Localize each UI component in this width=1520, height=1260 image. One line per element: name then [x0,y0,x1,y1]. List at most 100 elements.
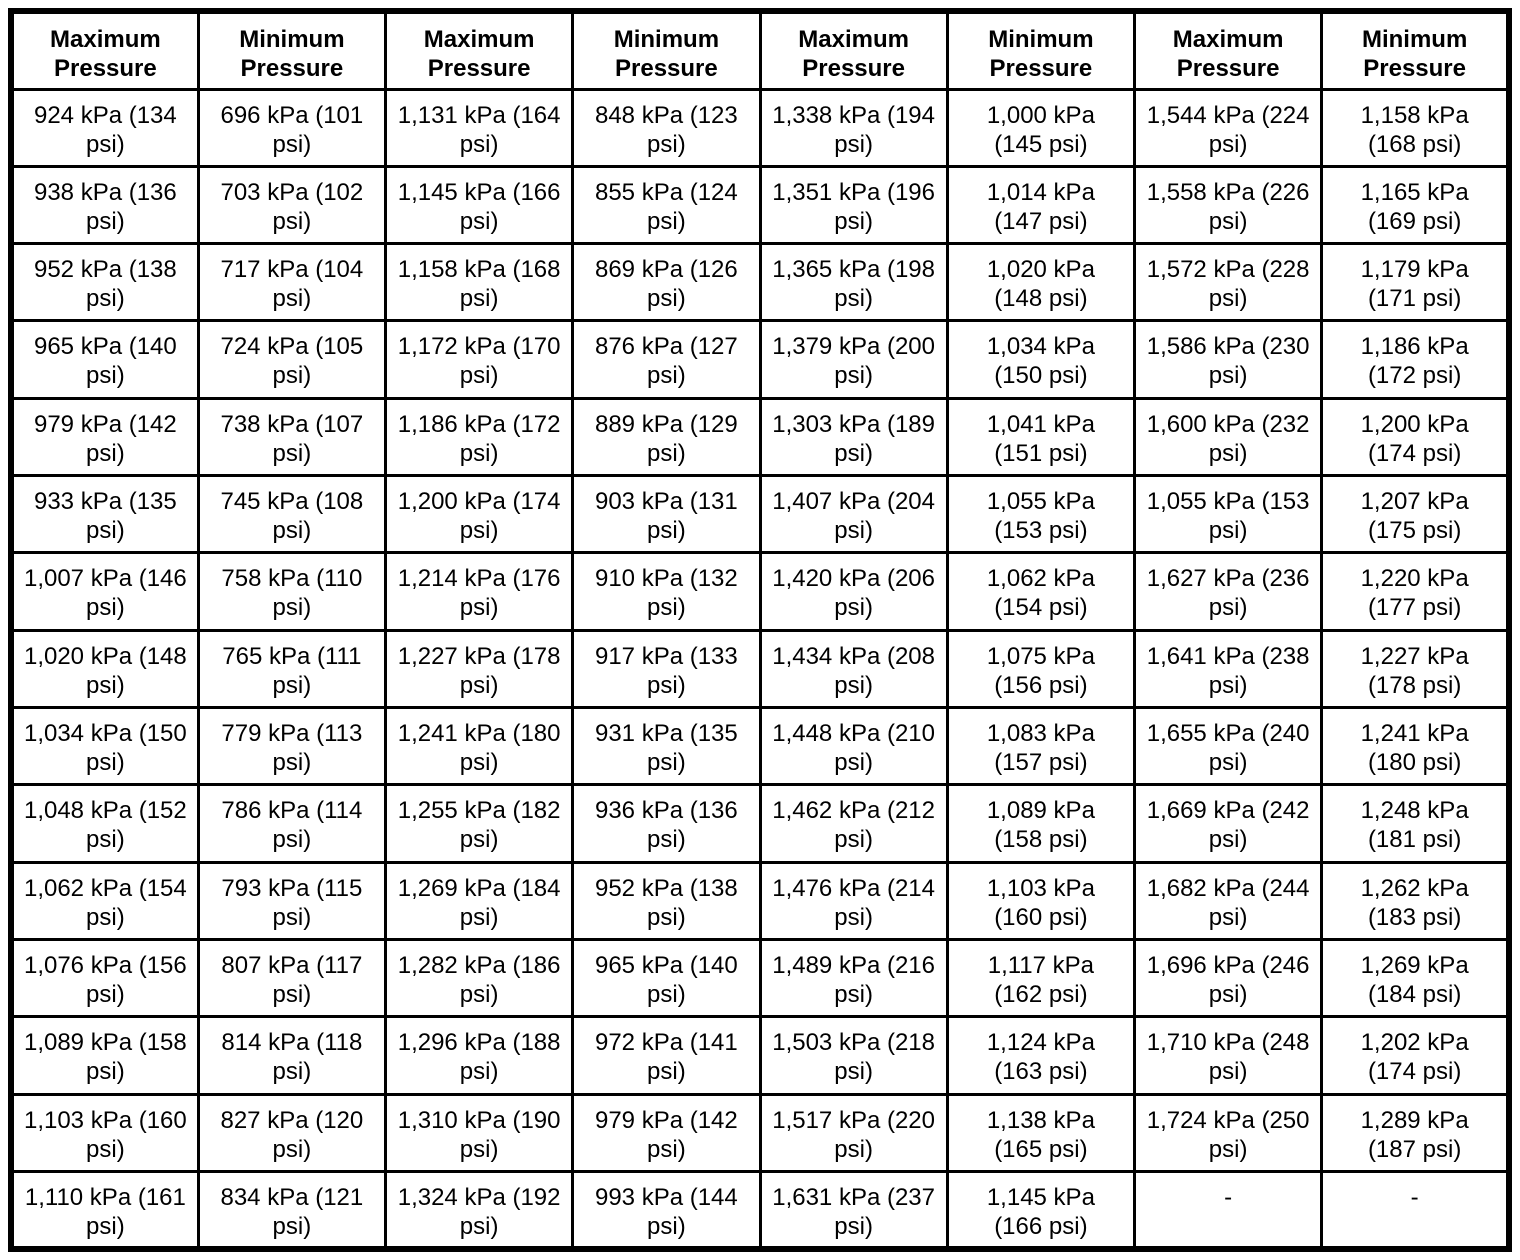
table-cell: 1,076 kPa (156 psi) [9,938,200,1019]
table-cell: 1,103 kPa (160 psi) [9,1092,200,1174]
table-cell: 834 kPa (121 psi) [196,1170,388,1251]
table-cell: 933 kPa (135 psi) [9,474,200,555]
table-row: 952 kPa (138 psi) 717 kPa (104 psi) 1,158 … [9,242,1511,323]
table-cell: 1,434 kPa (208 psi) [758,628,949,710]
table-cell: 848 kPa (123 psi) [571,87,762,168]
table-cell: 724 kPa (105 psi) [196,319,388,400]
table-cell: 938 kPa (136 psi) [9,164,200,246]
table-cell: 1,055 kPa (153 psi) [945,474,1137,555]
table-cell: 1,131 kPa (164 psi) [383,87,575,168]
table-cell: 1,544 kPa (224 psi) [1132,87,1324,168]
table-cell: 924 kPa (134 psi) [9,87,200,168]
table-cell: 936 kPa (136 psi) [571,783,762,864]
table-cell: 1,227 kPa (178 psi) [383,628,575,710]
table-row: 1,048 kPa (152 psi) 786 kPa (114 psi) 1,25… [9,783,1511,864]
table-cell: 993 kPa (144 psi) [571,1170,762,1251]
table-cell: 765 kPa (111 psi) [196,628,388,710]
table-cell: 1,062 kPa (154 psi) [945,551,1137,632]
table-cell: 1,207 kPa (175 psi) [1320,474,1511,555]
table-cell: 1,020 kPa (148 psi) [945,242,1137,323]
table-cell: 1,089 kPa (158 psi) [945,783,1137,864]
table-cell: 1,379 kPa (200 psi) [758,319,949,400]
table-cell: 1,241 kPa (180 psi) [1320,706,1511,787]
table-cell: 1,220 kPa (177 psi) [1320,551,1511,632]
table-cell: 1,241 kPa (180 psi) [383,706,575,787]
table-cell: 1,262 kPa (183 psi) [1320,860,1511,942]
pressure-table: Maximum Pressure Minimum Pressure Maximum … [8,8,1512,1252]
table-cell: 1,627 kPa (236 psi) [1132,551,1324,632]
table-cell: 1,462 kPa (212 psi) [758,783,949,864]
table-cell: 1,110 kPa (161 psi) [9,1170,200,1251]
table-cell: 1,158 kPa (168 psi) [1320,87,1511,168]
table-cell: 1,282 kPa (186 psi) [383,938,575,1019]
table-cell: 1,303 kPa (189 psi) [758,396,949,478]
table-cell: 1,075 kPa (156 psi) [945,628,1137,710]
table-cell: 1,269 kPa (184 psi) [1320,938,1511,1019]
table-cell: 1,158 kPa (168 psi) [383,242,575,323]
table-cell: 1,351 kPa (196 psi) [758,164,949,246]
column-header: Maximum Pressure [758,9,949,91]
table-cell: 965 kPa (140 psi) [571,938,762,1019]
table-cell: 1,724 kPa (250 psi) [1132,1092,1324,1174]
table-cell: 1,000 kPa (145 psi) [945,87,1137,168]
table-cell: 1,034 kPa (150 psi) [9,706,200,787]
table-row: 924 kPa (134 psi) 696 kPa (101 psi) 1,131 … [9,87,1511,168]
table-cell: 1,186 kPa (172 psi) [1320,319,1511,400]
table-cell: 703 kPa (102 psi) [196,164,388,246]
table-cell: 1,214 kPa (176 psi) [383,551,575,632]
table-cell: 745 kPa (108 psi) [196,474,388,555]
table-row: 1,103 kPa (160 psi) 827 kPa (120 psi) 1,31… [9,1092,1511,1174]
table-cell: 1,641 kPa (238 psi) [1132,628,1324,710]
table-cell: 1,324 kPa (192 psi) [383,1170,575,1251]
table-cell: 1,600 kPa (232 psi) [1132,396,1324,478]
table-cell: 972 kPa (141 psi) [571,1015,762,1096]
table-row: 1,110 kPa (161 psi) 834 kPa (121 psi) 1,32… [9,1170,1511,1251]
table-cell: 1,083 kPa (157 psi) [945,706,1137,787]
table-cell: 1,200 kPa (174 psi) [1320,396,1511,478]
table-cell: 855 kPa (124 psi) [571,164,762,246]
table-cell: 814 kPa (118 psi) [196,1015,388,1096]
table-cell: 931 kPa (135 psi) [571,706,762,787]
column-header: Minimum Pressure [945,9,1137,91]
column-header: Maximum Pressure [9,9,200,91]
table-cell: 952 kPa (138 psi) [571,860,762,942]
table-cell: 903 kPa (131 psi) [571,474,762,555]
table-cell: 1,186 kPa (172 psi) [383,396,575,478]
table-cell: 1,138 kPa (165 psi) [945,1092,1137,1174]
table-cell: 1,310 kPa (190 psi) [383,1092,575,1174]
table-cell: 738 kPa (107 psi) [196,396,388,478]
table-cell: 1,489 kPa (216 psi) [758,938,949,1019]
table-cell: 1,117 kPa (162 psi) [945,938,1137,1019]
table-cell: 1,103 kPa (160 psi) [945,860,1137,942]
table-cell: 1,289 kPa (187 psi) [1320,1092,1511,1174]
table-cell: 807 kPa (117 psi) [196,938,388,1019]
table-cell: 1,696 kPa (246 psi) [1132,938,1324,1019]
table-cell: 979 kPa (142 psi) [571,1092,762,1174]
table-cell: 1,165 kPa (169 psi) [1320,164,1511,246]
table-cell: 1,420 kPa (206 psi) [758,551,949,632]
table-cell: 779 kPa (113 psi) [196,706,388,787]
table-cell: 827 kPa (120 psi) [196,1092,388,1174]
pressure-table-header: Maximum Pressure Minimum Pressure Maximum … [9,9,1511,91]
table-cell: 1,517 kPa (220 psi) [758,1092,949,1174]
table-cell: - [1132,1170,1324,1251]
table-cell: 1,007 kPa (146 psi) [9,551,200,632]
table-row: 1,034 kPa (150 psi) 779 kPa (113 psi) 1,24… [9,706,1511,787]
column-header: Minimum Pressure [571,9,762,91]
table-cell: 1,014 kPa (147 psi) [945,164,1137,246]
table-cell: 1,503 kPa (218 psi) [758,1015,949,1096]
column-header: Minimum Pressure [196,9,388,91]
table-cell: 1,296 kPa (188 psi) [383,1015,575,1096]
table-cell: 1,089 kPa (158 psi) [9,1015,200,1096]
table-cell: 910 kPa (132 psi) [571,551,762,632]
table-cell: 889 kPa (129 psi) [571,396,762,478]
table-cell: 1,338 kPa (194 psi) [758,87,949,168]
header-row: Maximum Pressure Minimum Pressure Maximum … [9,9,1511,91]
table-cell: 717 kPa (104 psi) [196,242,388,323]
table-cell: 1,055 kPa (153 psi) [1132,474,1324,555]
pressure-table-body: 924 kPa (134 psi) 696 kPa (101 psi) 1,131 … [9,87,1511,1251]
table-cell: 1,145 kPa (166 psi) [945,1170,1137,1251]
table-cell: 1,682 kPa (244 psi) [1132,860,1324,942]
table-cell: 1,558 kPa (226 psi) [1132,164,1324,246]
table-cell: 917 kPa (133 psi) [571,628,762,710]
